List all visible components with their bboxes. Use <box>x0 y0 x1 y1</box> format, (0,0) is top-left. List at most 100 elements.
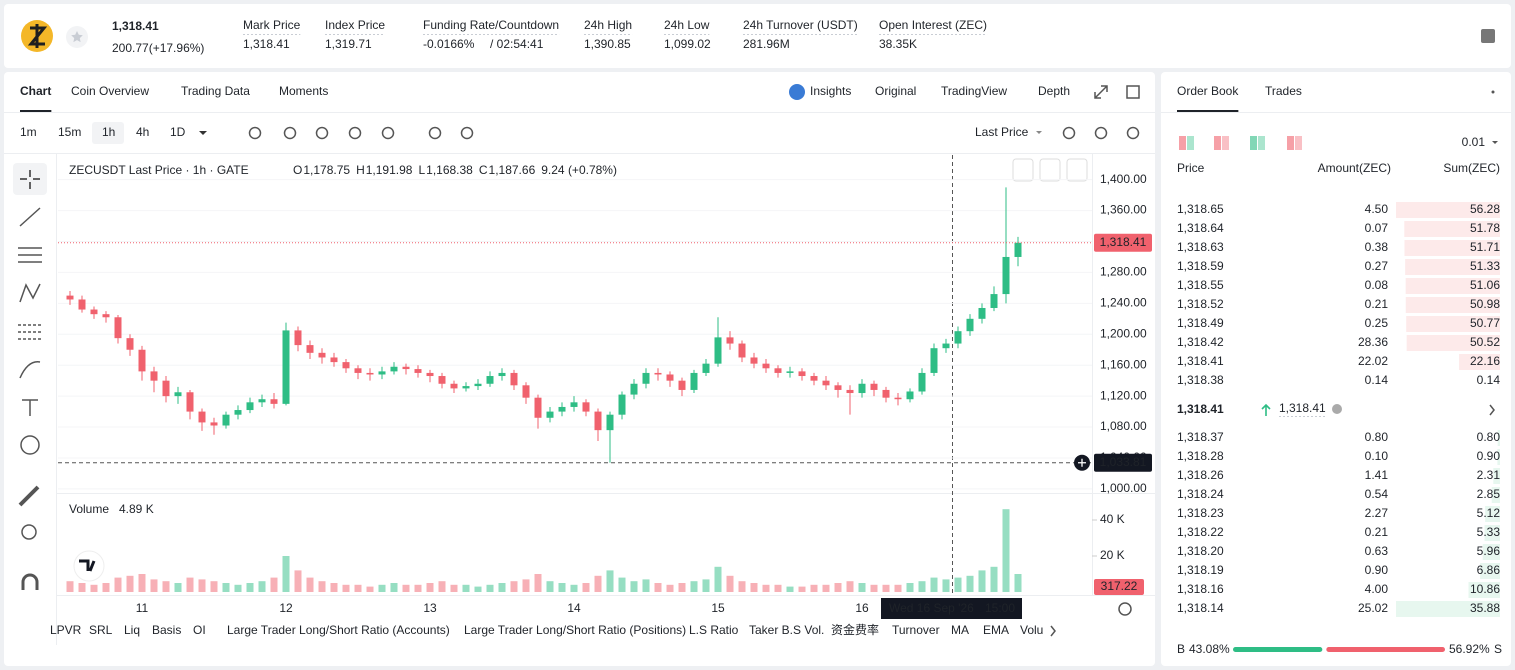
layout-icon[interactable] <box>1179 136 1186 150</box>
interval[interactable]: 4h <box>136 125 149 139</box>
indicator-tab[interactable]: 资金费率 <box>831 622 879 637</box>
toolbar-icon[interactable] <box>248 126 262 140</box>
settings-icon[interactable] <box>1481 29 1495 43</box>
toolbar-icon[interactable] <box>315 126 329 140</box>
crosshair-tool[interactable] <box>20 170 40 189</box>
y-tick-label: 1,200.00 <box>1100 326 1147 340</box>
indicator-tab[interactable]: Taker B.S Vol. <box>749 623 824 637</box>
indicator-tab[interactable]: Basis <box>152 623 181 637</box>
order-price: 1,318.22 <box>1177 525 1224 539</box>
toolbar-icon[interactable] <box>460 126 474 140</box>
candle-body <box>954 331 962 344</box>
view-tab[interactable]: Original <box>875 84 916 98</box>
view-tab[interactable]: Insights <box>810 84 851 98</box>
indicator-tab[interactable]: Large Trader Long/Short Ratio (Positions… <box>464 623 686 637</box>
layout-icon[interactable] <box>1295 136 1302 150</box>
candle-body <box>726 337 734 344</box>
emoji-tool[interactable] <box>20 435 40 455</box>
toolbar-icon[interactable] <box>381 126 395 140</box>
column-header: Price <box>1177 161 1205 175</box>
candle-body <box>558 406 566 412</box>
tab-underline <box>1177 110 1239 112</box>
precision-select[interactable]: 0.01 <box>1462 135 1486 149</box>
indicator-tab[interactable]: EMA <box>983 623 1009 637</box>
indicator-tab[interactable]: Turnover <box>892 623 940 637</box>
layout-icon[interactable] <box>1222 136 1229 150</box>
toolbar-icon[interactable] <box>348 126 362 140</box>
indicator-tab[interactable]: MA <box>951 623 969 637</box>
pattern-tool[interactable] <box>19 283 41 303</box>
chart-button[interactable] <box>1066 158 1088 182</box>
chart-button[interactable] <box>1039 158 1061 182</box>
ruler-tool[interactable] <box>18 485 40 507</box>
depth-bar <box>1396 202 1500 218</box>
magnet-tool[interactable] <box>21 573 39 590</box>
axis-settings[interactable] <box>1118 602 1132 616</box>
channel-tool[interactable] <box>18 247 42 263</box>
order-amount: 0.25 <box>1365 316 1389 330</box>
indicator-tab[interactable]: SRL <box>89 623 113 637</box>
more-arrow[interactable] <box>1489 404 1495 416</box>
indicator-tab[interactable]: Liq <box>124 623 140 637</box>
layout-icon[interactable] <box>1187 136 1194 150</box>
line-tool[interactable] <box>19 207 41 227</box>
ai-icon <box>789 84 805 100</box>
toolbar-icon[interactable] <box>428 126 442 140</box>
volume-bar <box>678 583 686 592</box>
candle-body <box>750 357 758 364</box>
depth-bar <box>1396 601 1500 617</box>
brush-tool[interactable] <box>19 361 41 379</box>
legend-value: 1,178.75 <box>303 163 350 177</box>
chart-tab[interactable]: Moments <box>279 84 328 98</box>
volume-bar <box>726 575 734 592</box>
indicator-tab[interactable]: OI <box>193 623 206 637</box>
chart-tab[interactable]: Chart <box>20 84 51 98</box>
column-header: Amount(ZEC) <box>1318 161 1391 175</box>
interval[interactable]: 1h <box>102 125 115 139</box>
chart-tab[interactable]: Trading Data <box>181 84 250 98</box>
layout-icon[interactable] <box>1287 136 1294 150</box>
volume-bar <box>618 577 626 592</box>
layout-icon[interactable] <box>1258 136 1265 150</box>
column-header: Sum(ZEC) <box>1443 161 1500 175</box>
order-price: 1,318.55 <box>1177 278 1224 292</box>
indicator-tab[interactable]: Large Trader Long/Short Ratio (Accounts) <box>227 623 450 637</box>
indicator-tab[interactable]: Volu <box>1020 623 1043 637</box>
price-type-select[interactable]: Last Price <box>975 125 1029 139</box>
volume-bar <box>282 556 290 592</box>
fullscreen-icon[interactable] <box>1094 85 1108 99</box>
order-sum: 51.06 <box>1470 278 1500 292</box>
interval[interactable]: 15m <box>58 125 81 139</box>
fib-tool[interactable] <box>18 324 42 340</box>
volume-bar <box>582 583 590 592</box>
volume-bar <box>270 577 278 592</box>
indicator-tab[interactable]: LPVR <box>50 623 82 637</box>
orderbook-tab[interactable]: Order Book <box>1177 84 1239 98</box>
orderbook-tab[interactable]: Trades <box>1265 84 1302 98</box>
candle-body <box>210 422 218 426</box>
toolbar-icon[interactable] <box>1062 126 1076 140</box>
candle-body <box>186 392 194 412</box>
view-tab[interactable]: Depth <box>1038 84 1070 98</box>
zoom-tool[interactable] <box>21 524 37 540</box>
depth-bar <box>1459 354 1500 370</box>
order-sum: 51.78 <box>1470 221 1500 235</box>
layout-icon[interactable] <box>1250 136 1257 150</box>
order-amount: 0.63 <box>1365 544 1389 558</box>
order-sum: 0.14 <box>1477 373 1501 387</box>
chart-button[interactable] <box>1012 158 1034 182</box>
volume-bar <box>222 583 230 592</box>
view-tab[interactable]: TradingView <box>941 84 1007 98</box>
text-tool[interactable] <box>22 399 38 416</box>
toolbar-icon[interactable] <box>283 126 297 140</box>
stat-value: 281.96M <box>743 37 790 51</box>
indicator-tab[interactable]: L.S Ratio <box>689 623 739 637</box>
depth-bar <box>1482 544 1500 560</box>
interval[interactable]: 1m <box>20 125 37 139</box>
interval[interactable]: 1D <box>170 125 186 139</box>
chart-tab[interactable]: Coin Overview <box>71 84 149 98</box>
layout-icon[interactable] <box>1214 136 1221 150</box>
toolbar-icon[interactable] <box>1094 126 1108 140</box>
window-icon[interactable] <box>1126 85 1140 99</box>
toolbar-icon[interactable] <box>1126 126 1140 140</box>
